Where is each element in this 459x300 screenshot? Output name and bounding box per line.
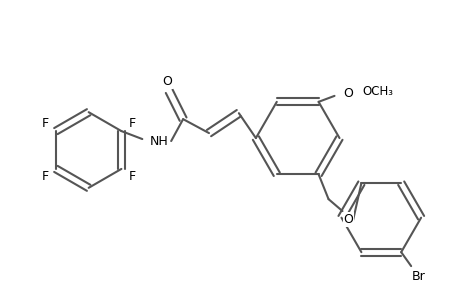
Text: Br: Br (411, 270, 425, 283)
Text: F: F (128, 117, 135, 130)
Text: O: O (162, 75, 172, 88)
Text: OCH₃: OCH₃ (362, 85, 392, 98)
Text: F: F (128, 170, 135, 183)
Text: O: O (343, 87, 353, 101)
Text: F: F (42, 170, 49, 183)
Text: NH: NH (150, 134, 168, 148)
Text: F: F (42, 117, 49, 130)
Text: O: O (343, 213, 353, 226)
